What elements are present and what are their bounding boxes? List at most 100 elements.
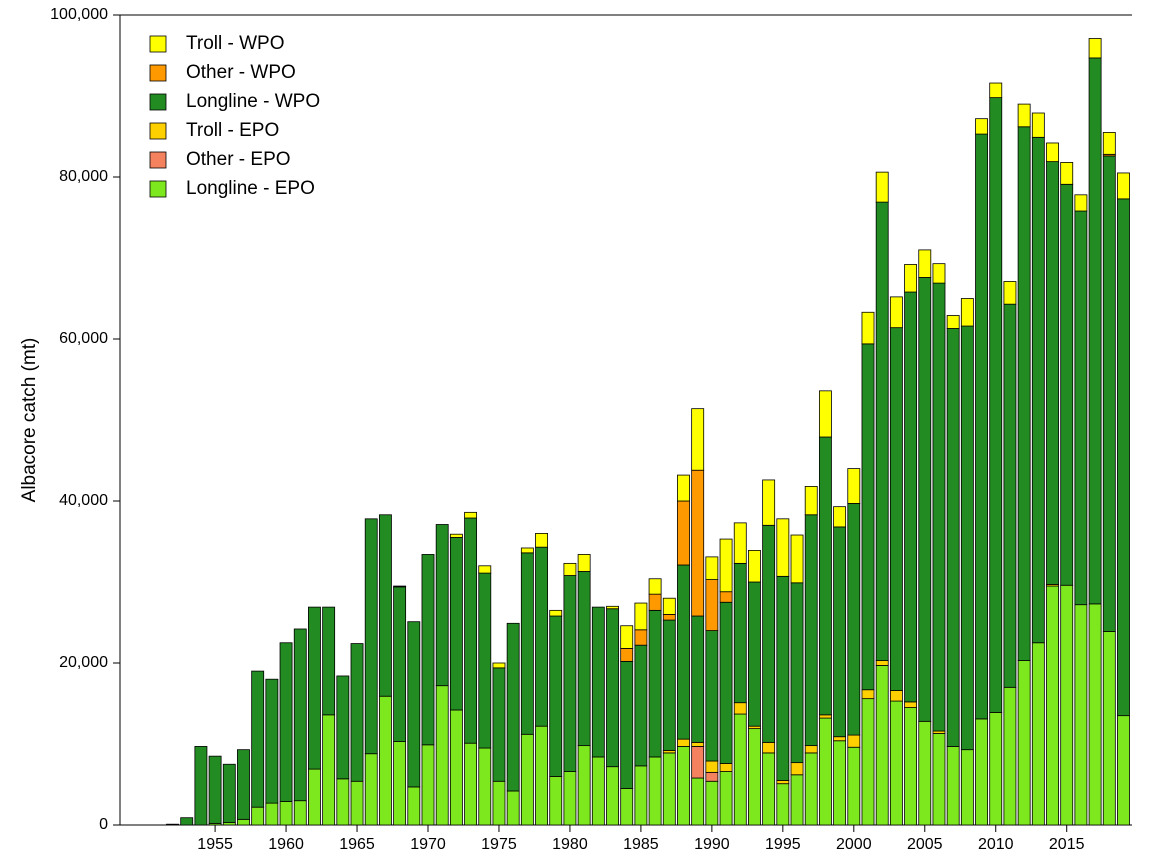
bar-segment xyxy=(1074,604,1088,826)
bar-segment xyxy=(662,597,676,615)
bar-segment xyxy=(492,780,506,826)
bar-segment xyxy=(932,733,946,826)
bar-segment xyxy=(804,745,818,754)
bar-segment xyxy=(790,534,804,584)
x-tick-label: 1965 xyxy=(339,836,375,853)
bar-segment xyxy=(719,763,733,772)
bar-segment xyxy=(634,644,648,767)
y-tick-label: 40,000 xyxy=(59,492,108,509)
bar-segment xyxy=(989,82,1003,99)
bar-segment xyxy=(733,702,747,715)
bar-segment xyxy=(804,514,818,747)
bar-segment xyxy=(393,586,407,742)
bar-segment xyxy=(705,630,719,762)
bar-segment xyxy=(591,606,605,758)
bar-segment xyxy=(776,783,790,826)
bar-segment xyxy=(322,714,336,826)
bar-segment xyxy=(776,780,790,785)
bar-segment xyxy=(691,741,705,747)
bar-segment xyxy=(719,601,733,764)
bar-segment xyxy=(946,315,960,329)
bar-segment xyxy=(975,118,988,135)
bar-segment xyxy=(733,713,747,826)
bar-segment xyxy=(904,291,918,703)
bar-segment xyxy=(464,511,478,519)
bar-segment xyxy=(918,720,932,826)
legend-label: Longline - WPO xyxy=(186,91,320,112)
x-tick-label: 1980 xyxy=(552,836,588,853)
bar-segment xyxy=(790,762,804,776)
bar-segment xyxy=(1046,142,1059,163)
legend-swatch xyxy=(149,180,167,198)
bar-segment xyxy=(1046,585,1059,826)
bar-segment xyxy=(350,643,364,782)
bar-segment xyxy=(1003,686,1017,826)
bar-segment xyxy=(407,621,421,788)
bar-segment xyxy=(946,328,960,747)
bar-segment xyxy=(1017,660,1031,826)
bar-segment xyxy=(620,660,634,789)
bar-segment xyxy=(620,788,634,826)
bar-segment xyxy=(308,606,321,770)
bar-segment xyxy=(677,738,690,747)
bar-segment xyxy=(1060,162,1074,185)
legend-label: Troll - EPO xyxy=(186,120,279,141)
bar-segment xyxy=(1117,172,1130,200)
bar-segment xyxy=(251,670,265,808)
bar-segment xyxy=(691,746,705,779)
x-tick-label: 1970 xyxy=(410,836,446,853)
bar-segment xyxy=(492,662,506,669)
bar-segment xyxy=(719,771,733,826)
bar-segment xyxy=(918,277,932,722)
bar-segment xyxy=(918,249,932,278)
bar-segment xyxy=(492,667,506,782)
bar-segment xyxy=(1003,281,1017,305)
bar-segment xyxy=(449,709,463,826)
bar-segment xyxy=(762,741,776,754)
bar-segment xyxy=(449,533,463,538)
bar-segment xyxy=(265,802,279,826)
bar-segment xyxy=(1074,194,1088,212)
bar-segment xyxy=(520,547,534,554)
bar-segment xyxy=(975,718,988,826)
bar-segment xyxy=(662,752,676,826)
bar-segment xyxy=(691,777,705,826)
bar-segment xyxy=(464,742,478,826)
y-tick-label: 20,000 xyxy=(59,654,108,671)
bar-segment xyxy=(719,591,733,603)
bar-segment xyxy=(293,800,307,826)
x-tick-label: 1975 xyxy=(481,836,517,853)
bar-segment xyxy=(677,746,690,826)
bar-segment xyxy=(1046,161,1059,585)
bar-segment xyxy=(606,766,619,826)
bar-segment xyxy=(634,629,648,646)
bar-segment xyxy=(535,533,548,548)
x-tick-label: 2015 xyxy=(1049,836,1085,853)
bar-segment xyxy=(833,506,847,528)
bar-segment xyxy=(904,701,918,708)
bar-segment xyxy=(733,562,747,704)
bar-segment xyxy=(222,763,236,823)
bar-segment xyxy=(350,780,364,826)
bar-segment xyxy=(648,593,662,611)
bar-segment xyxy=(393,585,407,588)
bar-segment xyxy=(506,622,520,792)
bar-segment xyxy=(861,343,875,691)
bar-segment xyxy=(790,774,804,826)
x-tick-label: 1990 xyxy=(694,836,730,853)
bar-segment xyxy=(591,756,605,826)
bar-segment xyxy=(549,776,563,826)
bar-segment xyxy=(279,801,293,826)
bar-segment xyxy=(1017,126,1031,661)
bar-segment xyxy=(435,524,449,687)
bar-segment xyxy=(875,665,889,826)
y-tick-label: 80,000 xyxy=(59,168,108,185)
bar-segment xyxy=(606,605,619,610)
bar-segment xyxy=(577,745,591,826)
bar-segment xyxy=(577,554,591,572)
bar-segment xyxy=(577,571,591,747)
bar-segment xyxy=(194,746,208,826)
bar-segment xyxy=(861,698,875,826)
bar-segment xyxy=(1102,155,1116,632)
bar-segment xyxy=(648,609,662,758)
